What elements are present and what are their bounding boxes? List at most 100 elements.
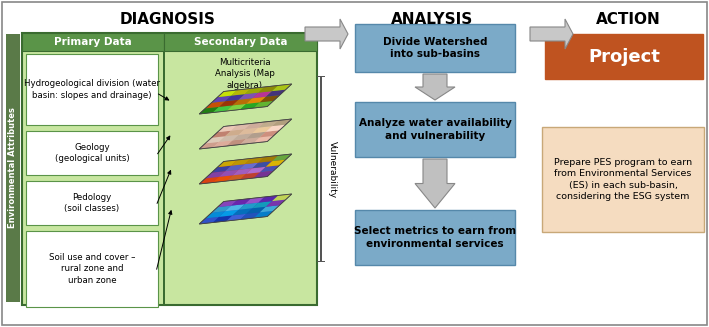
Polygon shape	[254, 136, 274, 143]
Polygon shape	[199, 84, 291, 114]
Polygon shape	[266, 90, 286, 97]
Text: ANALYSIS: ANALYSIS	[391, 11, 473, 26]
Bar	[355, 210, 515, 265]
Polygon shape	[199, 142, 219, 149]
Polygon shape	[213, 105, 233, 112]
Polygon shape	[272, 194, 291, 201]
Polygon shape	[239, 128, 258, 135]
Polygon shape	[218, 125, 238, 132]
Polygon shape	[246, 207, 266, 214]
Polygon shape	[211, 95, 231, 103]
Text: Geology
(geological units): Geology (geological units)	[55, 143, 129, 163]
Polygon shape	[245, 87, 264, 94]
Polygon shape	[213, 175, 233, 182]
Text: Project: Project	[588, 47, 660, 65]
Polygon shape	[218, 160, 238, 167]
Polygon shape	[415, 159, 455, 208]
Polygon shape	[211, 130, 231, 138]
Polygon shape	[239, 93, 258, 100]
Polygon shape	[252, 126, 272, 133]
Polygon shape	[231, 198, 251, 206]
Text: DIAGNOSIS: DIAGNOSIS	[120, 11, 216, 26]
Polygon shape	[258, 85, 278, 93]
Polygon shape	[252, 91, 272, 98]
Bar	[355, 102, 515, 157]
Polygon shape	[258, 156, 278, 163]
Polygon shape	[199, 194, 291, 224]
Polygon shape	[246, 132, 266, 139]
Bar	[542, 127, 704, 232]
Polygon shape	[259, 205, 279, 212]
Polygon shape	[272, 154, 291, 161]
Bar	[164, 33, 317, 51]
Polygon shape	[213, 215, 233, 222]
Polygon shape	[259, 95, 279, 102]
Polygon shape	[254, 101, 274, 108]
Polygon shape	[240, 172, 259, 180]
Polygon shape	[259, 130, 279, 137]
Polygon shape	[246, 167, 266, 174]
Polygon shape	[233, 98, 252, 105]
Text: Analyze water availability
and vulnerability: Analyze water availability and vulnerabi…	[359, 118, 511, 141]
Polygon shape	[206, 101, 225, 108]
Polygon shape	[245, 197, 264, 204]
Polygon shape	[246, 97, 266, 104]
Polygon shape	[240, 137, 259, 145]
Text: Soil use and cover –
rural zone and
urban zone: Soil use and cover – rural zone and urba…	[49, 253, 135, 284]
Polygon shape	[206, 136, 225, 143]
Text: Prepare PES program to earn
from Environmental Services
(ES) in each sub-basin,
: Prepare PES program to earn from Environ…	[554, 158, 692, 201]
Polygon shape	[233, 133, 252, 140]
Polygon shape	[252, 201, 272, 208]
Polygon shape	[225, 94, 245, 101]
Text: Environmental Attributes: Environmental Attributes	[9, 108, 18, 229]
Polygon shape	[211, 165, 231, 173]
Polygon shape	[530, 19, 573, 49]
Bar	[26, 54, 158, 125]
Polygon shape	[233, 208, 252, 215]
Polygon shape	[245, 157, 264, 164]
Polygon shape	[206, 171, 225, 178]
Text: Multicriteria
Analysis (Map
algebra): Multicriteria Analysis (Map algebra)	[215, 59, 274, 90]
Text: Hydrogeological division (water
basin: slopes and drainage): Hydrogeological division (water basin: s…	[24, 79, 160, 100]
Polygon shape	[206, 211, 225, 218]
Text: Pedology
(soil classes): Pedology (soil classes)	[65, 193, 120, 213]
Polygon shape	[226, 174, 246, 181]
Text: ACTION: ACTION	[596, 11, 660, 26]
Polygon shape	[213, 140, 233, 147]
Polygon shape	[231, 89, 251, 95]
Polygon shape	[225, 204, 245, 211]
Polygon shape	[219, 100, 239, 107]
Polygon shape	[266, 125, 286, 132]
Polygon shape	[258, 196, 278, 203]
Polygon shape	[199, 107, 219, 114]
Polygon shape	[199, 119, 291, 149]
Polygon shape	[245, 122, 264, 129]
Polygon shape	[226, 139, 246, 146]
Bar	[22, 33, 317, 305]
Bar	[317, 261, 325, 262]
Text: Vulnerability: Vulnerability	[328, 141, 337, 198]
Bar	[26, 181, 158, 225]
Polygon shape	[266, 199, 286, 207]
Polygon shape	[199, 177, 219, 184]
Bar	[22, 33, 164, 51]
Bar	[6, 34, 20, 302]
Polygon shape	[239, 203, 258, 210]
Polygon shape	[254, 211, 274, 218]
Polygon shape	[231, 124, 251, 130]
Polygon shape	[415, 74, 455, 100]
Polygon shape	[225, 164, 245, 171]
Polygon shape	[272, 119, 291, 126]
Polygon shape	[218, 90, 238, 97]
Polygon shape	[259, 165, 279, 172]
Polygon shape	[240, 212, 259, 219]
Text: Primary Data: Primary Data	[54, 37, 132, 47]
Polygon shape	[239, 163, 258, 170]
Polygon shape	[233, 168, 252, 175]
Bar	[320, 77, 321, 262]
Polygon shape	[252, 161, 272, 168]
Polygon shape	[272, 84, 291, 91]
Bar	[26, 131, 158, 175]
Polygon shape	[240, 102, 259, 110]
Polygon shape	[226, 104, 246, 111]
